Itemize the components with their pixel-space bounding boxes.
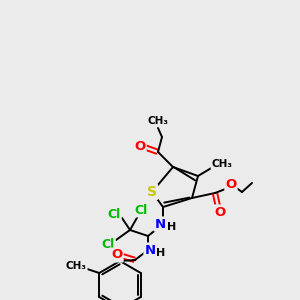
Text: O: O	[214, 206, 226, 218]
Text: Cl: Cl	[107, 208, 121, 220]
Text: CH₃: CH₃	[66, 261, 87, 271]
Text: Cl: Cl	[134, 203, 148, 217]
Text: H: H	[156, 248, 166, 258]
Text: N: N	[154, 218, 166, 230]
Text: CH₃: CH₃	[148, 116, 169, 126]
Text: O: O	[111, 248, 123, 262]
Text: N: N	[144, 244, 156, 256]
Text: H: H	[167, 222, 177, 232]
Text: S: S	[147, 185, 157, 199]
Text: O: O	[134, 140, 146, 154]
Text: Cl: Cl	[101, 238, 115, 250]
Text: CH₃: CH₃	[212, 159, 233, 169]
Text: O: O	[225, 178, 237, 191]
